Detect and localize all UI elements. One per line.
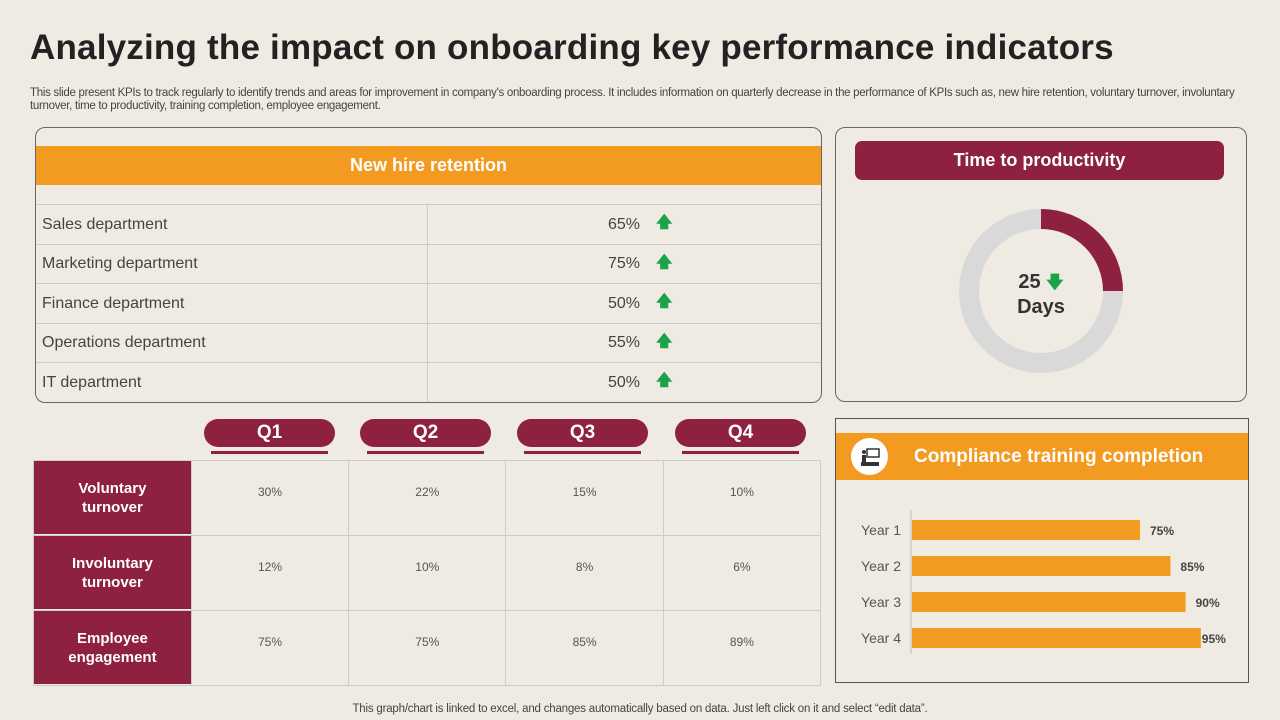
page-title: Analyzing the impact on onboarding key p…	[30, 28, 1114, 67]
retention-row: Operations department 55% 🡅	[36, 322, 821, 363]
quarter-underline	[367, 451, 484, 454]
retention-value: 50%	[607, 294, 640, 312]
compliance-title: Compliance training completion	[914, 445, 1204, 467]
bar	[912, 556, 1171, 576]
bar	[912, 628, 1201, 648]
kpi-value: 22%	[348, 461, 505, 535]
retention-header: New hire retention	[36, 146, 821, 185]
bar-data-label: 75%	[1150, 524, 1174, 538]
donut-segment	[1040, 209, 1123, 292]
kpi-value: 30%	[190, 461, 348, 535]
retention-row: Marketing department 75% 🡅	[36, 243, 821, 284]
compliance-bar-chart: Year 1 75% Year 2 85% Year 3 90% Year 4 95%	[861, 510, 1226, 654]
compliance-training-panel: Compliance training completion Year 1 75%…	[835, 418, 1249, 683]
bar-data-label: 90%	[1196, 596, 1220, 610]
footer-note: This graph/chart is linked to excel, and…	[352, 703, 928, 715]
bar-data-label: 85%	[1180, 560, 1204, 574]
retention-value: 50%	[607, 373, 640, 391]
department-label: Operations department	[36, 323, 428, 363]
donut-label: 25 🡇 Days	[996, 270, 1086, 319]
retention-row: IT department 50% 🡅	[36, 362, 821, 402]
kpi-row: Involuntary turnover 12% 10% 8% 6%	[34, 536, 820, 611]
department-label: Finance department	[36, 284, 428, 324]
retention-value: 55%	[607, 334, 640, 352]
quarterly-kpi-table: Voluntary turnover 30% 22% 15% 10% Involuntar…	[33, 460, 821, 686]
quarter-underline	[211, 451, 328, 454]
bar	[912, 520, 1140, 540]
retention-value: 75%	[607, 255, 640, 273]
quarter-header-q3: Q3	[517, 419, 648, 447]
kpi-value: 85%	[505, 611, 662, 685]
arrow-up-icon: 🡅	[656, 332, 673, 350]
quarter-header-q1: Q1	[204, 419, 335, 447]
kpi-label: Employee engagement	[34, 611, 191, 685]
productivity-donut	[959, 209, 1123, 373]
quarter-underline	[524, 451, 641, 454]
arrow-up-icon: 🡅	[656, 372, 673, 390]
arrow-up-icon: 🡅	[656, 293, 673, 311]
kpi-value: 12%	[190, 536, 348, 610]
kpi-value: 75%	[348, 611, 505, 685]
arrow-up-icon: 🡅	[656, 253, 673, 271]
productivity-header: Time to productivity	[855, 141, 1224, 180]
kpi-label: Voluntary turnover	[34, 461, 191, 535]
kpi-value: 10%	[662, 461, 820, 535]
presentation-icon	[851, 438, 888, 475]
kpi-value: 10%	[348, 536, 505, 610]
retention-row: Finance department 50% 🡅	[36, 283, 821, 324]
arrow-up-icon: 🡅	[656, 214, 673, 231]
quarter-header-q4: Q4	[675, 419, 806, 447]
bar	[912, 592, 1186, 612]
compliance-header: Compliance training completion	[836, 433, 1248, 480]
productivity-unit: Days	[1017, 296, 1065, 318]
arrow-down-icon: 🡇	[1046, 273, 1064, 292]
retention-row: Sales department 65% 🡅	[36, 204, 821, 244]
bar-category-label: Year 4	[861, 630, 901, 646]
bar-category-label: Year 2	[861, 558, 901, 574]
kpi-value: 89%	[662, 611, 820, 685]
bar-category-label: Year 1	[861, 522, 901, 538]
kpi-label: Involuntary turnover	[34, 536, 191, 610]
new-hire-retention-panel: New hire retention Sales department 65% 🡅 M…	[35, 127, 822, 403]
kpi-row: Voluntary turnover 30% 22% 15% 10%	[34, 461, 820, 536]
page-description: This slide present KPIs to track regular…	[30, 87, 1235, 112]
kpi-value: 8%	[505, 536, 662, 610]
kpi-value: 15%	[505, 461, 662, 535]
bar-data-label: 95%	[1202, 632, 1226, 646]
kpi-value: 75%	[190, 611, 348, 685]
kpi-value: 6%	[662, 536, 820, 610]
quarter-header-q2: Q2	[360, 419, 491, 447]
productivity-value: 25	[1018, 271, 1041, 293]
time-to-productivity-panel: Time to productivity 25 🡇 Days	[835, 127, 1247, 402]
department-label: Sales department	[36, 205, 428, 244]
quarter-underline	[682, 451, 799, 454]
bar-category-label: Year 3	[861, 594, 901, 610]
department-label: IT department	[36, 363, 428, 402]
retention-value: 65%	[607, 215, 640, 233]
department-label: Marketing department	[36, 244, 428, 284]
kpi-row: Employee engagement 75% 75% 85% 89%	[34, 611, 820, 686]
